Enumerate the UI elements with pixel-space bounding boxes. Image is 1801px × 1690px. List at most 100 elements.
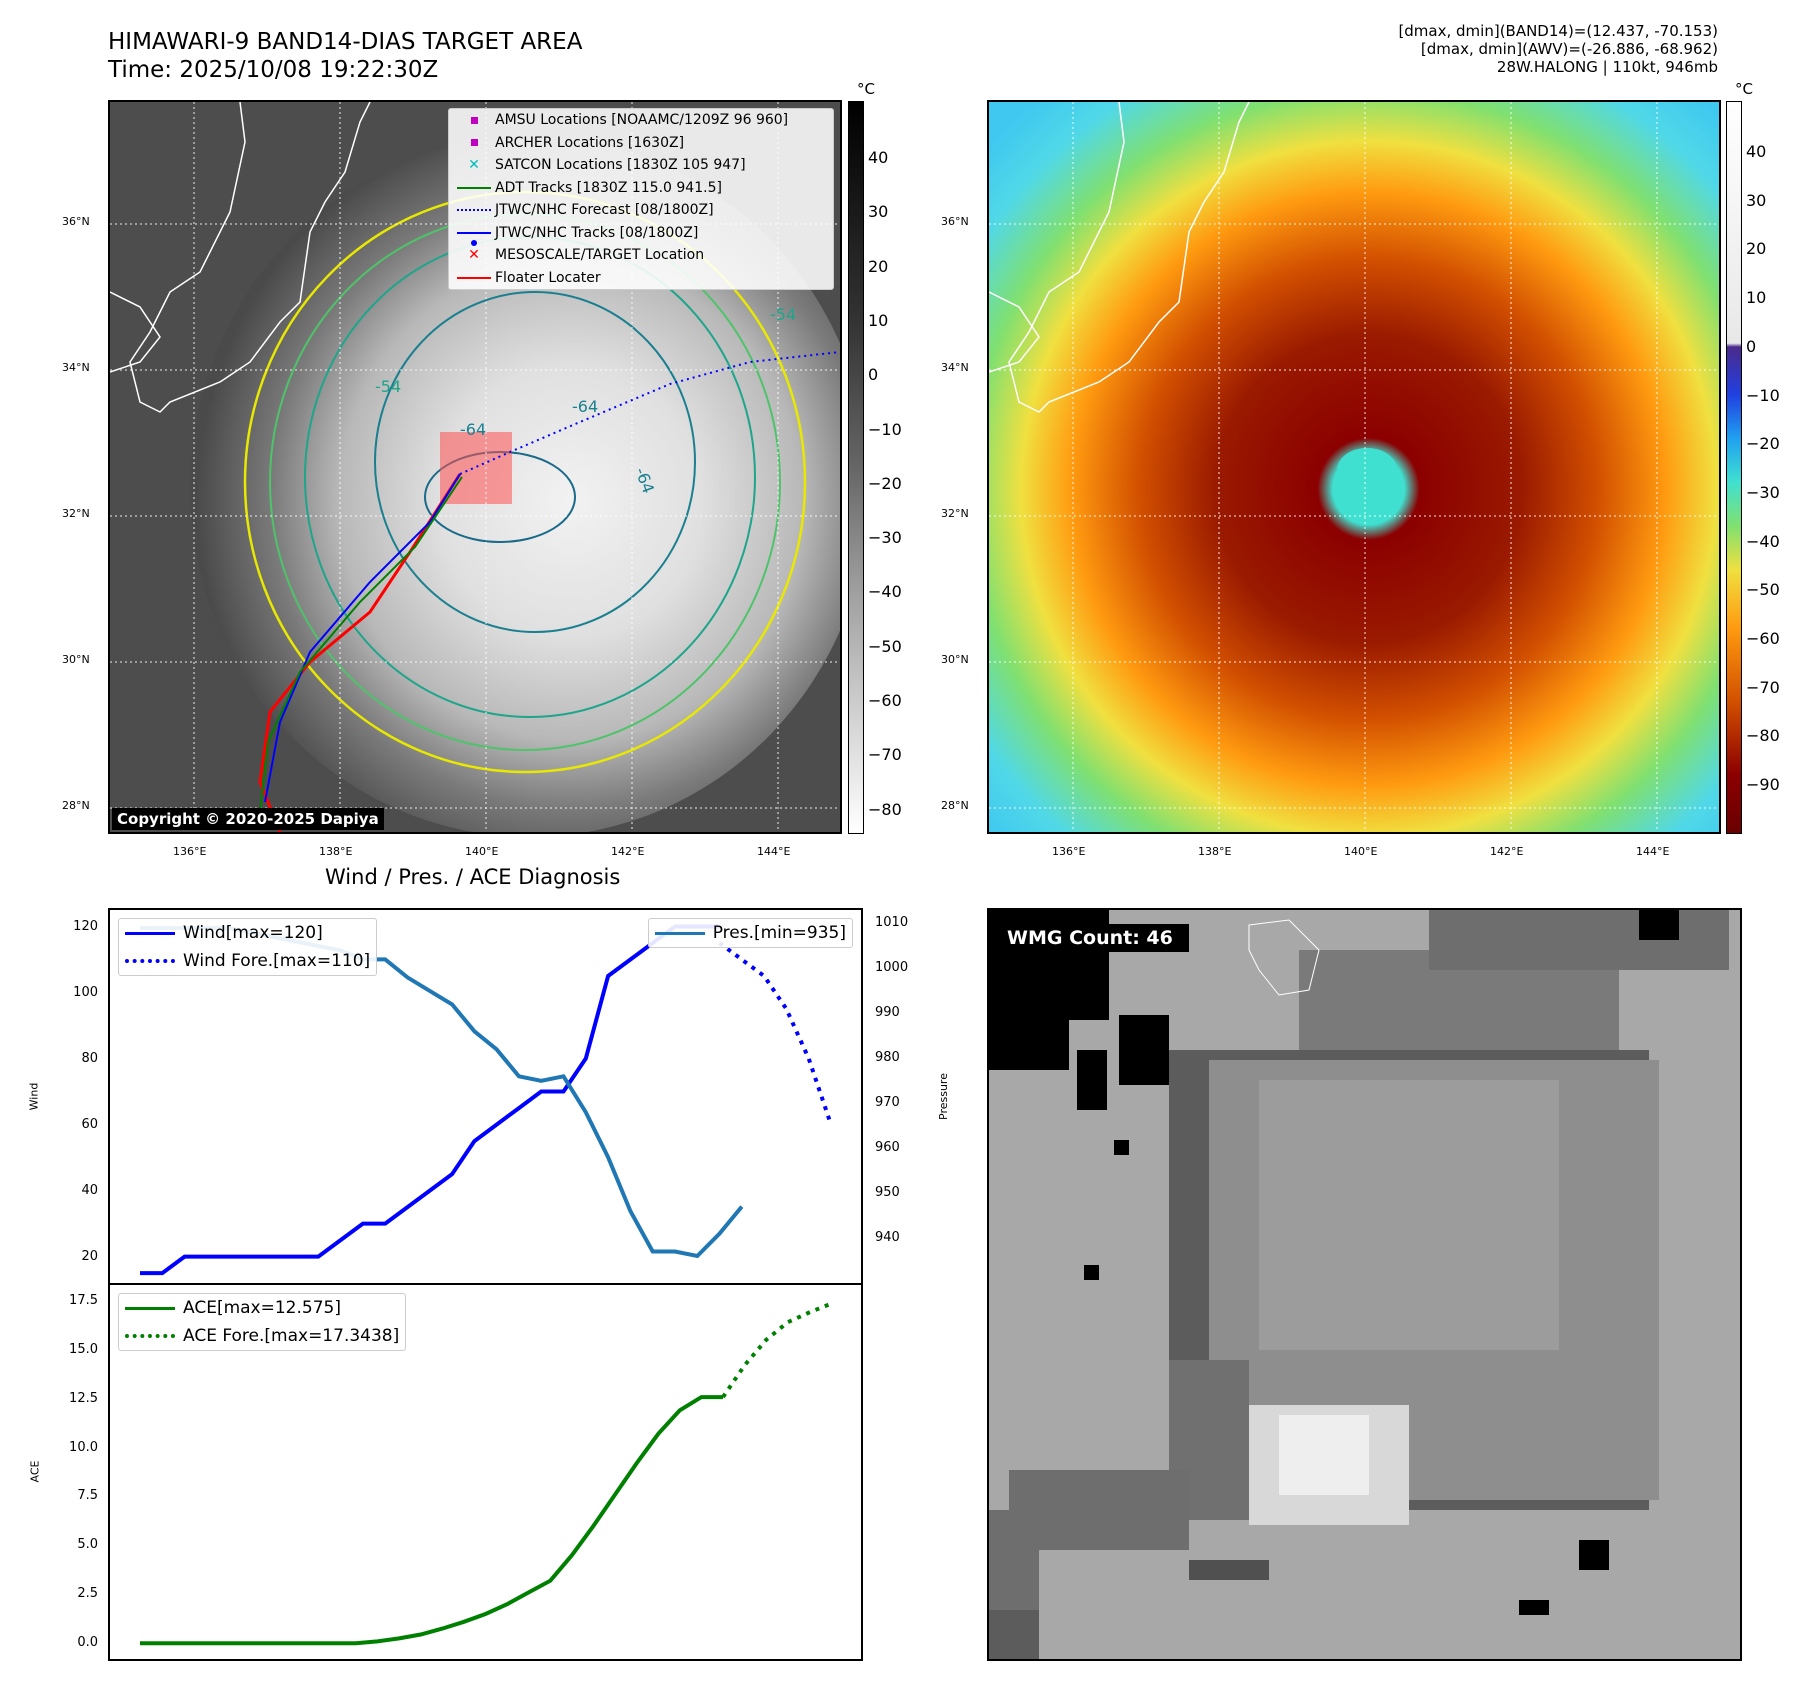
legend-dotline-icon [457,231,491,234]
colorbar-tick: 20 [868,256,889,276]
legend-item: ✕ MESOSCALE/TARGET Location [449,244,833,267]
wmg-black-region [1077,1050,1107,1110]
axis-tick-label: 17.5 [69,1292,98,1308]
adt-track [259,476,463,813]
legend-x-icon: ✕ [468,247,480,264]
legend-item: Wind[max=120] [119,919,376,947]
axis-tick-label: 970 [875,1095,900,1111]
awv-map-svg [989,102,1719,832]
gray-colorbar [848,101,864,834]
axis-tick-label: 1010 [875,915,909,931]
legend-square-icon [470,116,478,124]
colorbar-tick: 20 [1746,239,1767,259]
wmg-black-pixel [1579,1540,1609,1570]
colorbar-tick: 30 [1746,190,1767,210]
axis-tick-label: 80 [81,1050,98,1066]
colorbar-tick: −10 [868,419,902,439]
coastline-west [989,291,1040,373]
awv-colorbar [1726,101,1742,834]
colorbar-tick: −40 [1746,531,1780,551]
colorbar-tick: −40 [868,582,902,602]
pres-legend: Pres.[min=935] [647,918,853,948]
awv-range: [dmax, dmin](AWV)=(-26.886, -68.962) [1420,40,1718,58]
axis-tick-label: 40 [81,1182,98,1198]
ir-map-panel[interactable]: -54 -54 -64 -64 -64 AMSU Locations [NOAA… [108,100,842,834]
colorbar-tick: 0 [868,365,879,385]
storm-info: 28W.HALONG | 110kt, 946mb [1496,58,1718,76]
colorbar-tick: −20 [1746,434,1780,454]
legend-line-icon [457,186,491,189]
ace-axis-label: ACE [28,1460,42,1483]
jtwc-track [264,473,461,803]
colorbar-tick: −60 [1746,629,1780,648]
diag-title: Wind / Pres. / ACE Diagnosis [325,865,621,889]
legend-item: ARCHER Locations [1630Z] [449,132,833,155]
wind-legend: Wind[max=120] Wind Fore.[max=110] [118,918,378,976]
title-line-2: Time: 2025/10/08 19:22:30Z [108,57,439,83]
legend-line-icon [125,931,175,935]
axis-tick-label: 7.5 [77,1488,98,1504]
colorbar-tick: −30 [868,528,902,548]
wmg-svg [989,910,1729,1659]
series-line-ace [140,1395,723,1646]
legend-item: ACE[max=12.575] [119,1294,405,1322]
graticule [989,102,1719,832]
axis-tick-label: 100 [73,984,98,1000]
axis-tick-label: 990 [875,1005,900,1021]
axis-tick-label: 10.0 [69,1439,98,1455]
colorbar-tick: −60 [868,691,902,710]
colorbar-tick: −70 [1746,677,1780,697]
axis-tick-label: 980 [875,1050,900,1066]
colorbar-tick: 30 [868,202,889,222]
colorbar-tick: 10 [1746,288,1767,308]
colorbar-tick: 40 [868,148,889,167]
series-line-wind-fore- [718,941,833,1126]
wmg-gray-band [1429,910,1729,970]
colorbar-tick: −80 [868,799,902,819]
wind-axis-label: Wind [27,1082,41,1111]
wmg-black-region [1119,1015,1169,1085]
colorbar-tick: 40 [1746,142,1767,161]
legend-dotted-icon [125,959,175,963]
wind-pres-chart[interactable]: Wind[max=120] Wind Fore.[max=110] Pres.[… [108,908,863,1285]
legend-item: AMSU Locations [NOAAMC/1209Z 96 960] [449,109,833,132]
gray-colorbar-unit: °C [857,80,875,98]
colorbar-tick: −10 [1746,385,1780,405]
wmg-panel[interactable]: WMG Count: 46 [987,908,1742,1661]
band14-range: [dmax, dmin](BAND14)=(12.437, -70.153) [1398,22,1718,40]
colorbar-tick: 10 [868,310,889,330]
colorbar-tick: −80 [1746,726,1780,746]
wmg-black-region [1639,910,1679,940]
pressure-axis-label: Pressure [936,1073,950,1120]
colorbar-tick: 0 [1746,336,1757,356]
series-line-pres- [140,926,744,1259]
coastline-west [110,291,161,373]
axis-tick-label: 1000 [875,960,909,976]
colorbar-tick: −20 [868,473,902,493]
axis-tick-label: 5.0 [77,1537,98,1553]
contour-inner [374,291,696,633]
wmg-black-pixel [1084,1265,1099,1280]
axis-tick-label: 2.5 [77,1586,98,1602]
legend-line-icon [457,276,491,279]
legend-x-icon: ✕ [468,157,480,174]
legend-item: Pres.[min=935] [649,919,852,947]
colorbar-tick: −50 [868,636,902,656]
colorbar-tick: −70 [868,745,902,765]
ace-chart[interactable]: ACE[max=12.575] ACE Fore.[max=17.3438] [108,1283,863,1661]
legend-line-icon [654,931,705,935]
axis-tick-label: 20 [81,1248,98,1264]
legend-square-icon [470,139,478,147]
axis-tick-label: 120 [73,918,98,934]
axis-tick-label: 950 [875,1185,900,1201]
axis-tick-label: 60 [81,1116,98,1132]
legend-item: Floater Locater [449,267,833,290]
awv-map-panel[interactable] [987,100,1721,834]
axis-tick-label: 12.5 [69,1390,98,1406]
colorbar-tick: −30 [1746,482,1780,502]
ace-legend: ACE[max=12.575] ACE Fore.[max=17.3438] [118,1293,407,1351]
awv-colorbar-unit: °C [1735,80,1753,98]
axis-tick-label: 0.0 [77,1635,98,1651]
colorbar-tick: −90 [1746,775,1780,795]
header-right: [dmax, dmin](BAND14)=(12.437, -70.153) [… [1398,22,1718,76]
